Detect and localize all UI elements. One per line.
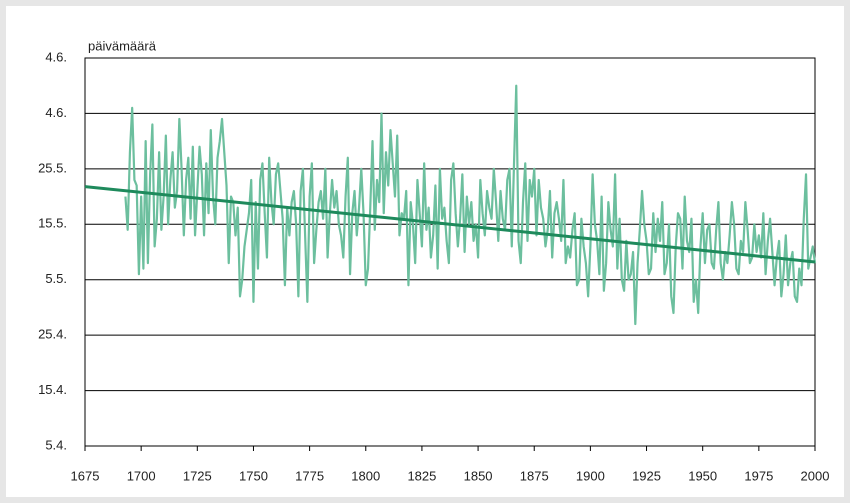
y-tick-label: 4.6. (45, 105, 67, 120)
x-tick-label: 1775 (295, 468, 324, 483)
x-tick-label: 1875 (520, 468, 549, 483)
y-axis-label: päivämäärä (88, 38, 157, 53)
y-tick-label: 5.4. (45, 437, 67, 452)
data-line (124, 84, 817, 326)
x-tick-label: 1700 (127, 468, 156, 483)
x-tick-label: 1675 (71, 468, 100, 483)
x-tick-label: 1925 (632, 468, 661, 483)
x-tick-label: 1750 (239, 468, 268, 483)
x-tick-label: 1900 (576, 468, 605, 483)
x-tick-label: 1975 (744, 468, 773, 483)
y-tick-label: 15.4. (38, 382, 67, 397)
x-tick-label: 2000 (801, 468, 830, 483)
y-tick-label: 25.4. (38, 327, 67, 342)
y-tick-label: 5.5. (45, 271, 67, 286)
plot-frame (84, 57, 816, 447)
x-tick-label: 1850 (464, 468, 493, 483)
x-tick-label: 1800 (351, 468, 380, 483)
trend-line (84, 185, 816, 264)
x-tick-label: 1725 (183, 468, 212, 483)
x-tick-label: 1825 (407, 468, 436, 483)
y-tick-label: 15.5. (38, 216, 67, 231)
x-tick-label: 1950 (688, 468, 717, 483)
y-tick-label: 4.6. (45, 49, 67, 64)
y-tick-label: 25.5. (38, 160, 67, 175)
